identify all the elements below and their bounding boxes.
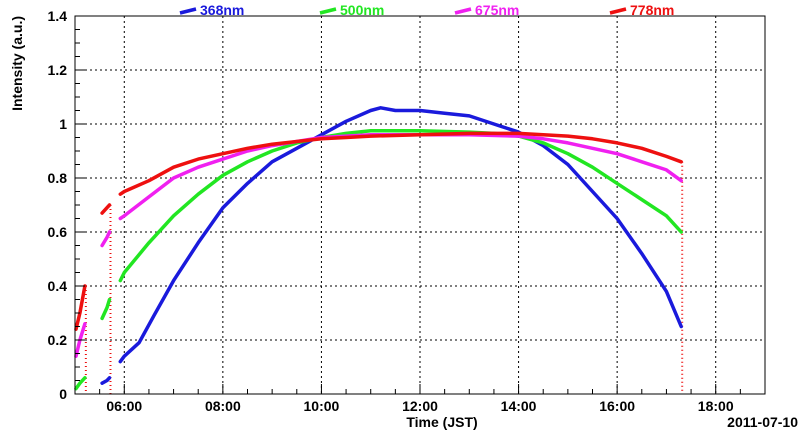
y-tick-label: 0.8 <box>48 170 68 186</box>
y-tick-labels: 0 0.2 0.4 0.6 0.8 1 1.2 1.4 <box>48 8 68 402</box>
grid-lines <box>75 16 765 394</box>
legend-label-675nm: 675nm <box>475 2 519 18</box>
legend-swatch-675nm <box>454 7 472 15</box>
legend-label-778nm: 778nm <box>630 2 674 18</box>
y-tick-label: 0.4 <box>48 278 68 294</box>
x-tick-label: 06:00 <box>106 398 142 414</box>
y-tick-label: 1.2 <box>48 62 68 78</box>
x-axis-title: Time (JST) <box>406 414 477 430</box>
series-line-778nm <box>100 203 112 215</box>
legend-label-500nm: 500nm <box>340 2 384 18</box>
x-tick-label: 18:00 <box>698 398 734 414</box>
series-line-500nm <box>100 297 112 321</box>
y-tick-label: 1 <box>59 116 67 132</box>
x-tick-labels: 06:00 08:00 10:00 12:00 14:00 16:00 18:00 <box>106 398 733 414</box>
series-line-368nm <box>100 376 112 385</box>
axis-ticks <box>75 15 741 395</box>
y-tick-label: 1.4 <box>48 8 68 24</box>
y-tick-label: 0.6 <box>48 224 68 240</box>
legend-swatch-500nm <box>319 7 337 15</box>
legend-swatch-778nm <box>609 7 627 15</box>
series-line-675nm <box>100 230 112 248</box>
series-line-675nm <box>118 133 683 221</box>
legend-label-368nm: 368nm <box>200 2 244 18</box>
date-label: 2011-07-10 <box>727 414 798 430</box>
series-line-500nm <box>118 128 683 283</box>
x-tick-label: 08:00 <box>205 398 241 414</box>
legend: 368nm 500nm 675nm 778nm <box>179 2 674 18</box>
x-tick-label: 14:00 <box>501 398 537 414</box>
y-axis-title: Intensity (a.u.) <box>9 16 25 111</box>
x-tick-label: 12:00 <box>402 398 438 414</box>
y-tick-label: 0 <box>59 386 67 402</box>
x-tick-label: 10:00 <box>304 398 340 414</box>
series-line-500nm <box>74 376 87 391</box>
x-tick-label: 16:00 <box>599 398 635 414</box>
series-lines <box>74 106 684 394</box>
series-line-778nm <box>118 131 683 196</box>
y-tick-label: 0.2 <box>48 332 68 348</box>
legend-swatch-368nm <box>179 7 197 15</box>
series-line-368nm <box>118 106 683 364</box>
